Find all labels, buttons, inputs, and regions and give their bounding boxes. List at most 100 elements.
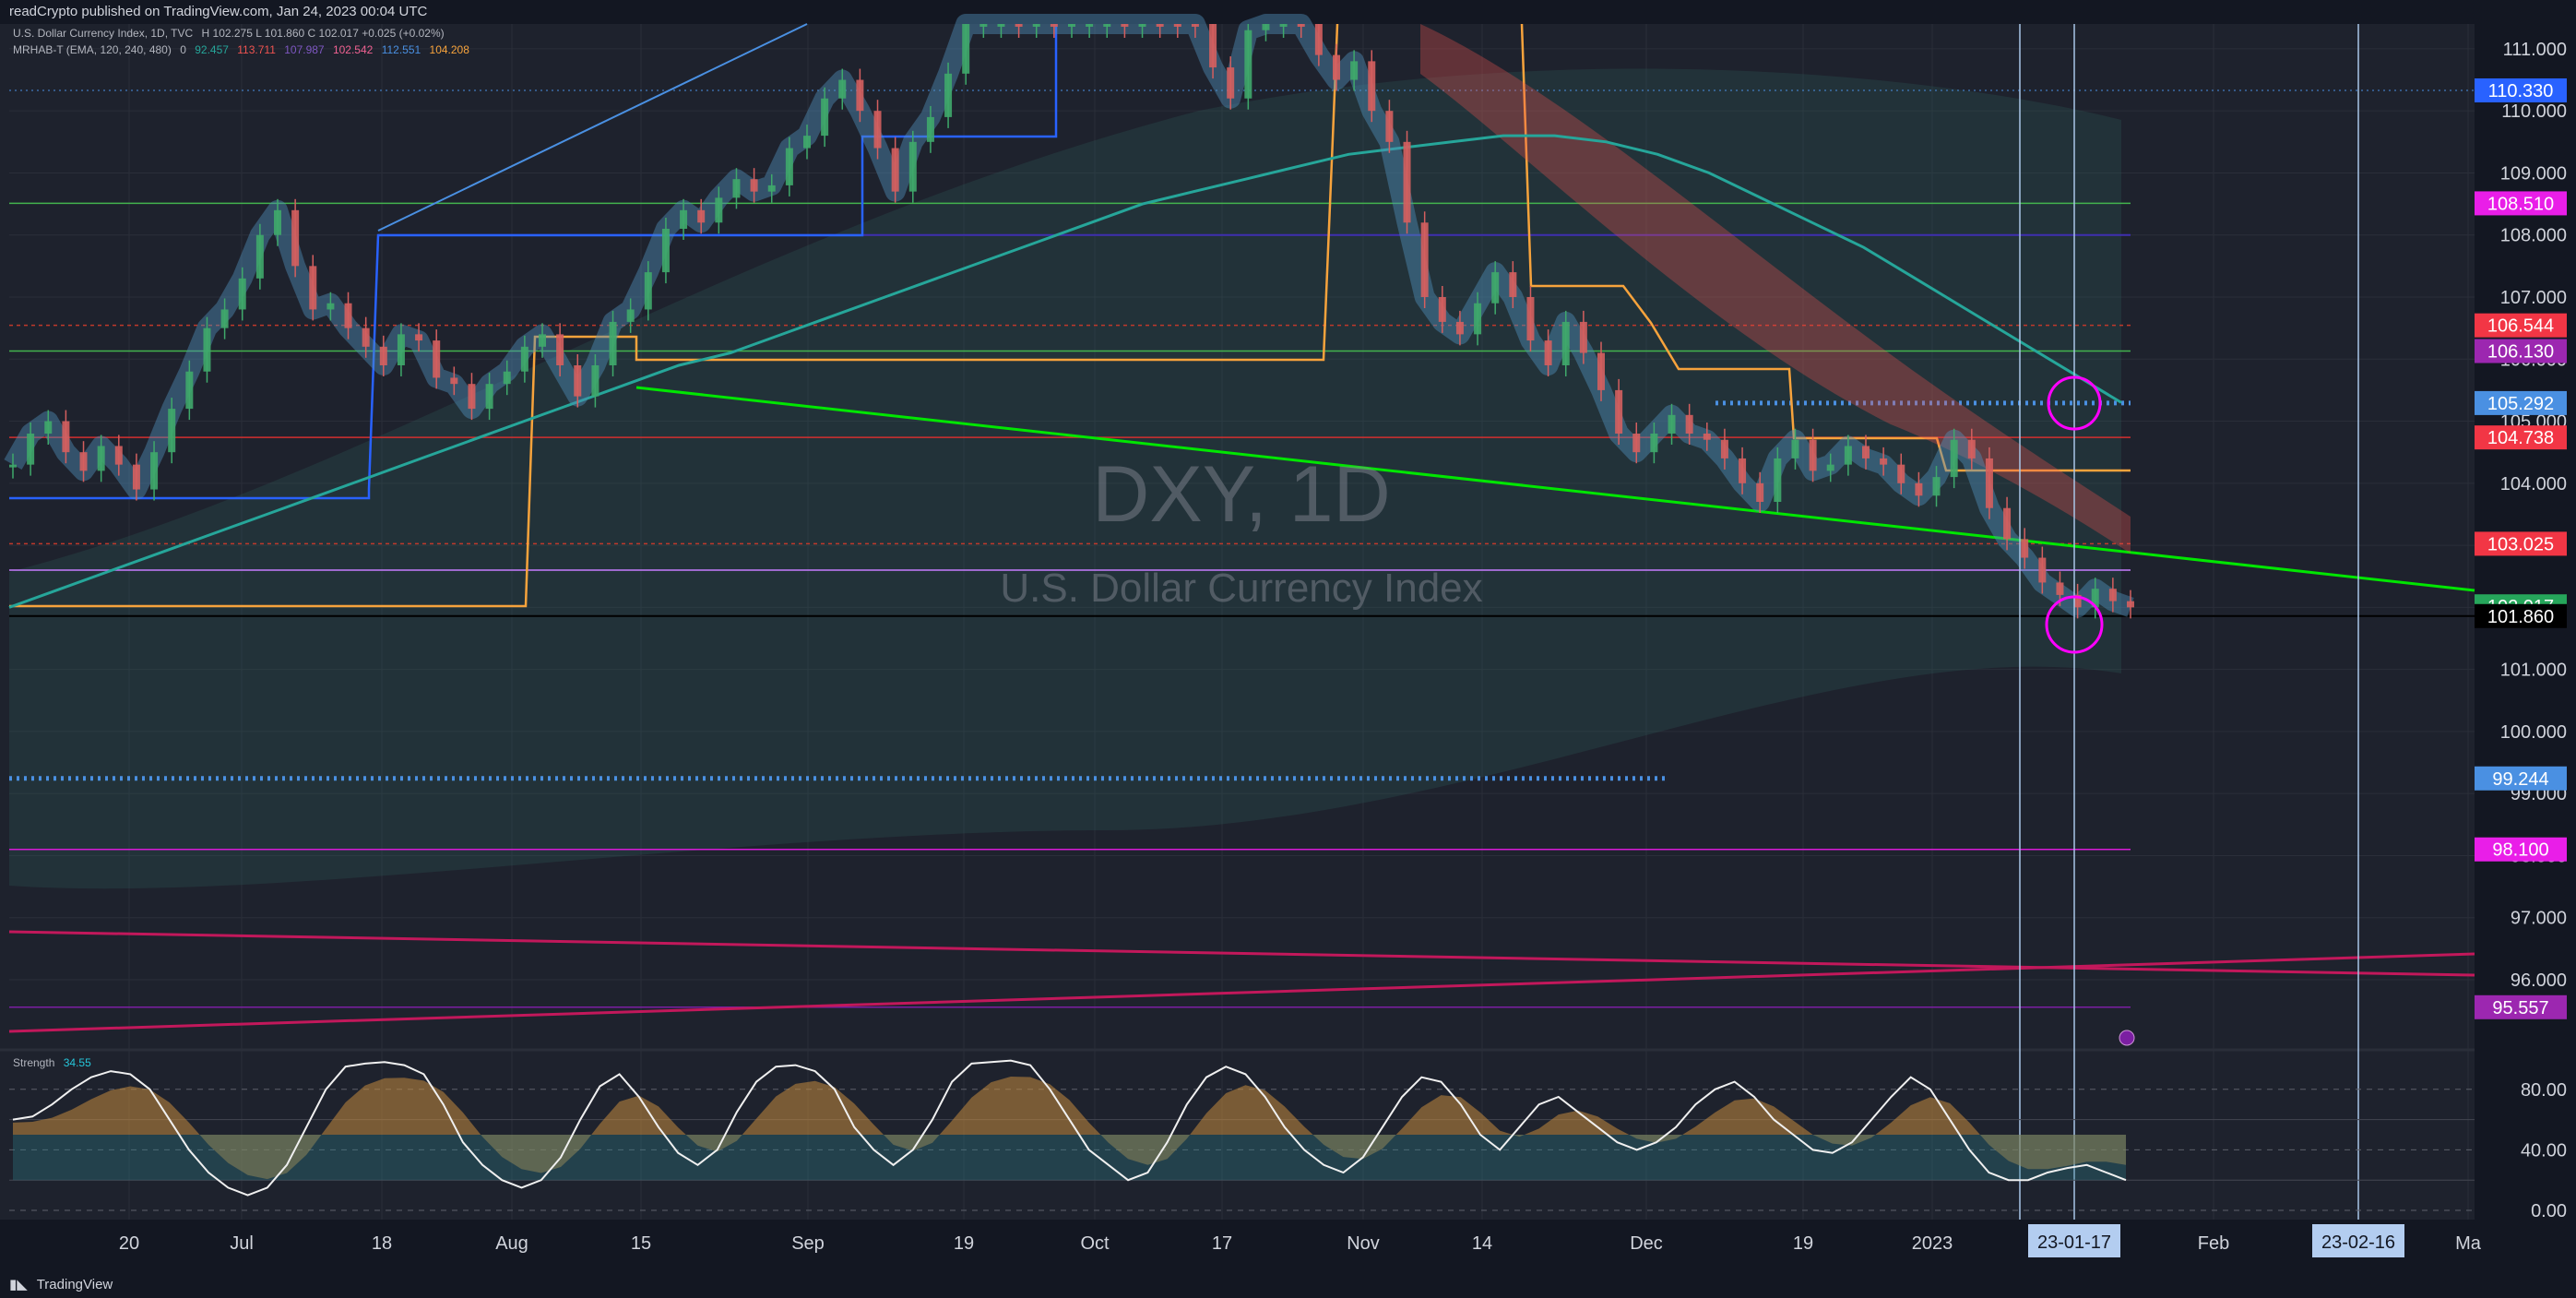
candle-body	[185, 371, 194, 410]
candle-body	[255, 234, 264, 279]
candle-body	[344, 303, 352, 328]
price-badge-label: 101.860	[2487, 607, 2554, 627]
candle-body	[1509, 272, 1517, 297]
candle-body	[520, 346, 528, 372]
candle-body	[1967, 439, 1976, 458]
legend-indicator-v2: 113.711	[237, 43, 276, 56]
publisher-bar: readCrypto published on TradingView.com,…	[0, 0, 2576, 24]
candle-body	[997, 24, 1005, 27]
candle-body	[926, 116, 934, 142]
legend-indicator: MRHAB-T (EMA, 120, 240, 480) 0 92.457 11…	[13, 42, 475, 57]
candle-body	[1385, 111, 1394, 142]
candle-body	[274, 209, 281, 235]
x-tick-label: 19	[954, 1233, 974, 1254]
candle-body	[1209, 24, 1217, 68]
legend-symbol: U.S. Dollar Currency Index, 1D, TVC H 10…	[13, 26, 450, 41]
price-badge	[2475, 994, 2567, 1019]
price-badge	[2475, 531, 2567, 556]
y-tick-label: 107.000	[2500, 288, 2567, 308]
candle-body	[2056, 582, 2064, 595]
candle-body	[1068, 24, 1075, 27]
candle-body	[326, 303, 335, 310]
y-tick-label: 96.000	[2511, 971, 2567, 991]
strength-line	[12, 1059, 2127, 1197]
candle-body	[238, 278, 246, 310]
candle-body	[1897, 464, 1905, 483]
candle-body	[309, 266, 317, 310]
watermark-symbol: DXY, 1D	[1092, 450, 1390, 539]
candle-body	[1985, 458, 1993, 508]
date-marker-badge	[2312, 1224, 2404, 1257]
candle-body	[2091, 589, 2099, 608]
candle-body	[150, 452, 159, 490]
candle-body	[838, 79, 847, 99]
candle-body	[1403, 141, 1411, 223]
candle-body	[1615, 389, 1623, 434]
date-marker-badge	[2028, 1224, 2120, 1257]
candle-body	[1173, 24, 1181, 27]
teal-long-ema-line	[8, 134, 2122, 609]
legend-symbol-line: U.S. Dollar Currency Index, 1D, TVC	[13, 27, 194, 40]
candle-body	[114, 446, 123, 465]
candle-body	[1103, 24, 1111, 27]
candle-body	[1756, 482, 1764, 502]
candle-body	[1579, 321, 1587, 353]
x-tick-label: 18	[372, 1233, 392, 1254]
candle-body	[1739, 458, 1747, 483]
candle-body	[908, 141, 917, 192]
price-badge-label: 106.130	[2487, 342, 2554, 363]
candle-body	[856, 79, 864, 112]
candle-body	[433, 340, 441, 378]
price-axis-panel	[2475, 24, 2576, 1271]
x-tick-label: Aug	[495, 1233, 528, 1254]
candle-body	[644, 272, 652, 310]
candle-body	[891, 148, 899, 192]
y-tick-label: 97.000	[2511, 909, 2567, 929]
candle-body	[1297, 24, 1305, 27]
candle-body	[1032, 24, 1040, 27]
candle-body	[979, 24, 988, 27]
y-tick-label: 111.000	[2503, 40, 2567, 60]
y-tick-label: 101.000	[2500, 661, 2567, 681]
candle-body	[803, 136, 811, 149]
x-tick-label: Sep	[791, 1233, 825, 1254]
legend-indicator-v6: 104.208	[429, 43, 469, 56]
tradingview-brand: TradingView	[36, 1277, 113, 1292]
price-badge	[2475, 313, 2567, 338]
x-tick-label: 15	[631, 1233, 651, 1254]
x-tick-label: Feb	[2198, 1233, 2229, 1254]
date-marker-label: 23-01-17	[2037, 1233, 2111, 1253]
price-badge	[2475, 425, 2567, 450]
candle-body	[680, 209, 688, 229]
y-tick-label: 110.000	[2501, 101, 2567, 122]
candle-body	[1950, 439, 1958, 478]
ema-cloud-area	[9, 68, 2121, 889]
x-tick-label: 19	[1793, 1233, 1813, 1254]
published-text: readCrypto published on TradingView.com,…	[9, 4, 428, 19]
candle-body	[1350, 61, 1359, 80]
strength-orange-area	[13, 1077, 2126, 1180]
price-badge	[2475, 390, 2567, 415]
candle-body	[1526, 297, 1535, 341]
candle-body	[1015, 24, 1023, 27]
candle-body	[767, 185, 776, 192]
legend-indicator-v5: 112.551	[381, 43, 421, 56]
candle-body	[1138, 24, 1146, 27]
x-tick-label: 20	[119, 1233, 139, 1254]
watermark-name: U.S. Dollar Currency Index	[1000, 566, 1482, 611]
legend-ohlc: H 102.275 L 101.860 C 102.017 +0.025 (+0…	[201, 27, 445, 40]
x-tick-label: 2023	[1912, 1233, 1953, 1254]
candle-body	[2003, 507, 2012, 540]
candle-body	[715, 197, 723, 223]
price-badge	[2475, 77, 2567, 102]
x-tick-label: 14	[1472, 1233, 1492, 1254]
candle-body	[1650, 434, 1658, 453]
candle-body	[944, 73, 953, 117]
candle-body	[1809, 439, 1817, 471]
legend-indicator-v0: 0	[180, 43, 186, 56]
price-badge-label: 110.330	[2488, 81, 2554, 101]
candle-body	[1720, 439, 1728, 458]
candle-body	[27, 434, 35, 465]
candle-body	[2127, 601, 2134, 608]
